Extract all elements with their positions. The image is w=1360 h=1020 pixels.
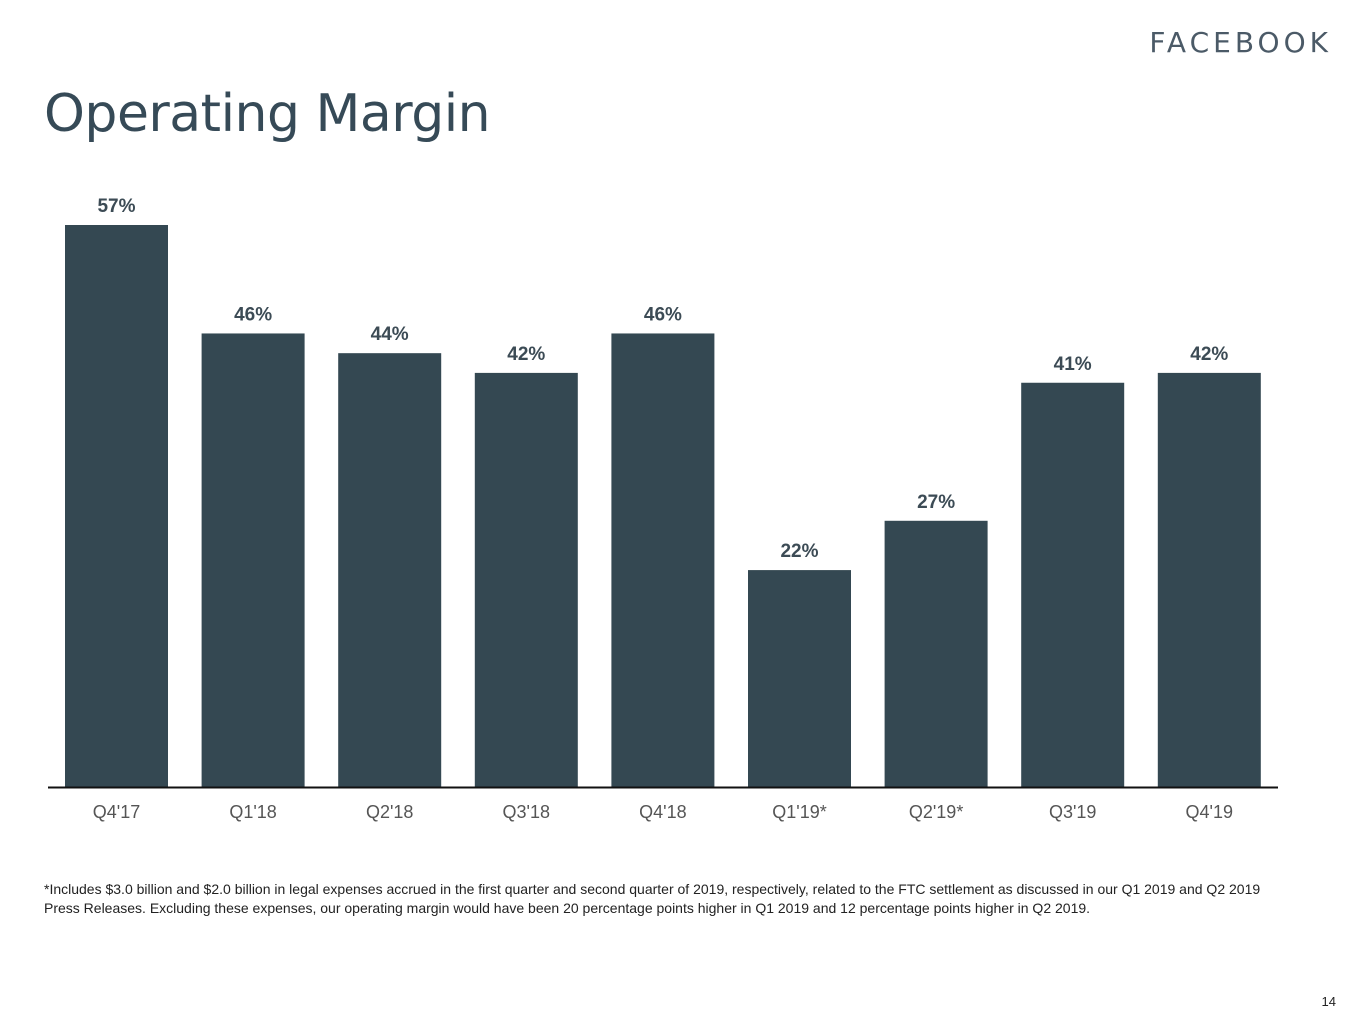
bar-3 [474, 372, 578, 787]
bar-8 [1157, 372, 1261, 787]
tick-label-5: Q1'19* [772, 802, 826, 822]
data-label-0: 57% [97, 196, 135, 217]
data-label-2: 44% [371, 324, 409, 345]
bar-0 [65, 225, 168, 787]
data-label-5: 22% [780, 541, 818, 562]
facebook-logo: FACEBOOK [1149, 26, 1332, 59]
page-title: Operating Margin [44, 84, 491, 144]
tick-label-8: Q4'19 [1186, 802, 1233, 822]
data-label-8: 42% [1190, 344, 1228, 365]
bar-6 [884, 520, 988, 787]
tick-label-4: Q4'18 [639, 802, 686, 822]
tick-label-6: Q2'19* [909, 802, 963, 822]
footnote: *Includes $3.0 billion and $2.0 billion … [44, 881, 1261, 916]
operating-margin-bar-chart: 57% Q4'17 46% Q1'18 44% Q2'18 42% Q3'18 46% Q4'18… [48, 196, 1278, 822]
tick-label-7: Q3'19 [1049, 802, 1096, 822]
tick-label-2: Q2'18 [366, 802, 413, 822]
page-number: 14 [1321, 994, 1336, 1009]
bar-4 [611, 333, 715, 787]
tick-label-0: Q4'17 [93, 802, 140, 822]
data-label-7: 41% [1054, 354, 1092, 375]
bar-5 [748, 570, 851, 787]
tick-label-1: Q1'18 [229, 802, 276, 822]
bar-1 [201, 333, 305, 787]
data-label-6: 27% [917, 492, 955, 513]
bar-2 [338, 353, 442, 787]
data-label-4: 46% [644, 304, 682, 325]
tick-label-3: Q3'18 [503, 802, 550, 822]
data-label-1: 46% [234, 304, 272, 325]
bar-7 [1021, 382, 1125, 787]
data-label-3: 42% [507, 344, 545, 365]
